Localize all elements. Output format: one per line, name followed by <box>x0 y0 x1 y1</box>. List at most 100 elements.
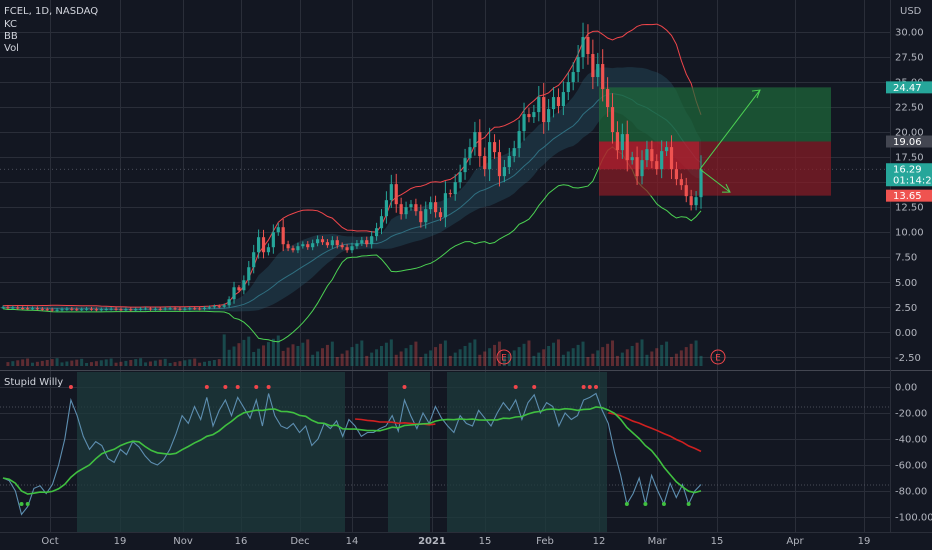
candle-body <box>188 308 192 310</box>
indicator-kc-label[interactable]: KC <box>4 19 17 30</box>
price-badge <box>886 174 932 187</box>
candle-body <box>158 308 162 310</box>
price-tick-label: -2.50 <box>895 353 921 364</box>
time-axis[interactable]: Oct 19 Nov 16 Dec 14 2021 15 Feb 12 Mar 15 Apr 19 <box>41 536 870 547</box>
candle-body <box>217 306 221 308</box>
volume-bar <box>635 342 639 366</box>
volume-bar <box>50 359 54 366</box>
volume-bar <box>443 340 447 366</box>
volume-bar <box>670 357 674 366</box>
candle-body <box>65 308 69 310</box>
price-badge-label: 19.06 <box>893 137 922 148</box>
volume-bar <box>276 335 280 366</box>
volume-bar <box>40 360 44 366</box>
overbought-dot <box>587 385 592 389</box>
candle-body <box>463 158 467 173</box>
projection-arrows[interactable] <box>699 89 761 193</box>
volume-bar <box>26 358 30 366</box>
candle-body <box>694 197 698 206</box>
osc-tick-label: -40.00 <box>895 435 927 446</box>
volume-bar <box>311 354 315 366</box>
bearish-projection-arrow[interactable] <box>699 168 731 193</box>
candle-body <box>94 309 98 311</box>
volume-bar <box>473 339 477 366</box>
oscillator-lines <box>2 385 702 516</box>
take-profit-zone[interactable] <box>599 87 831 142</box>
volume-bar <box>119 361 123 366</box>
volume-bar <box>325 344 329 366</box>
currency-label[interactable]: USD <box>900 6 922 17</box>
candle-body <box>596 64 600 78</box>
earnings-marker[interactable] <box>496 349 512 365</box>
earnings-marker-label: E <box>715 354 721 364</box>
overbought-dot <box>581 385 586 389</box>
volume-bar <box>542 349 546 366</box>
candle-body <box>640 160 644 177</box>
volume-bar <box>355 343 359 366</box>
osc-tick-label: -20.00 <box>895 409 927 420</box>
candle-body <box>522 114 526 132</box>
volume-bar <box>414 341 418 366</box>
volume-bar <box>345 350 349 366</box>
time-tick-label: 16 <box>235 536 248 547</box>
volume-bar <box>75 359 79 366</box>
volume-bar <box>153 360 157 366</box>
candle-body <box>443 193 447 218</box>
volume-bar <box>148 361 152 366</box>
volume-bar <box>144 362 148 366</box>
candle-body <box>576 57 580 73</box>
overbought-dot <box>266 385 271 389</box>
volume-bar <box>606 343 610 366</box>
volume-bar <box>581 341 585 366</box>
osc-tick-label: -100.00 <box>895 513 932 524</box>
candle-body <box>198 308 202 310</box>
arrow-head <box>722 183 731 193</box>
candle-body <box>507 156 511 168</box>
time-tick-label: Oct <box>41 536 58 547</box>
indicator-bb-label[interactable]: BB <box>4 31 18 42</box>
price-tick-label: 10.00 <box>895 228 924 239</box>
volume-bar <box>21 359 25 366</box>
volume-bar <box>35 361 39 366</box>
symbol-title[interactable]: FCEL, 1D, NASDAQ <box>4 6 98 17</box>
volume-bar <box>330 341 334 366</box>
oscillator-slow-line <box>608 412 702 453</box>
volume-bar <box>424 353 428 366</box>
indicator-vol-label[interactable]: Vol <box>4 43 19 54</box>
price-badge-label: 13.65 <box>893 191 922 202</box>
time-tick-label: Apr <box>786 536 804 547</box>
earnings-marker[interactable] <box>710 349 726 365</box>
volume-bar <box>198 362 202 366</box>
price-tick-label: 2.50 <box>895 303 917 314</box>
volume-bar <box>163 358 167 366</box>
bullish-projection-arrow[interactable] <box>699 89 761 170</box>
candle-body <box>591 54 595 78</box>
volume-bar <box>242 339 246 366</box>
volume-bar <box>237 343 241 366</box>
volume-bar <box>694 340 698 366</box>
price-tick-label: 30.00 <box>895 28 924 39</box>
volume-bar <box>650 351 654 366</box>
price-tick-label: 12.50 <box>895 203 924 214</box>
volume-bar <box>60 362 64 366</box>
volume-bar <box>316 351 320 366</box>
volume-bar <box>70 360 74 366</box>
volume-bar <box>522 343 526 366</box>
candle-body <box>699 169 703 198</box>
oscillator-axis[interactable]: 0.00 -20.00 -40.00 -60.00 -80.00 -100.00 <box>895 383 932 524</box>
candle-body <box>212 306 216 308</box>
volume-bar <box>286 347 290 366</box>
long-position-tool[interactable] <box>599 87 831 196</box>
volume-bar <box>660 344 664 366</box>
oscillator-title[interactable]: Stupid Willy <box>4 377 63 388</box>
volume-bar <box>94 361 98 366</box>
volume-bar <box>207 360 211 366</box>
candle-body <box>664 147 669 152</box>
time-tick-label: 19 <box>114 536 127 547</box>
volume-bar <box>129 360 133 366</box>
price-tick-label: 27.50 <box>895 53 924 64</box>
overbought-dot <box>402 385 407 389</box>
candle-body <box>143 308 148 310</box>
